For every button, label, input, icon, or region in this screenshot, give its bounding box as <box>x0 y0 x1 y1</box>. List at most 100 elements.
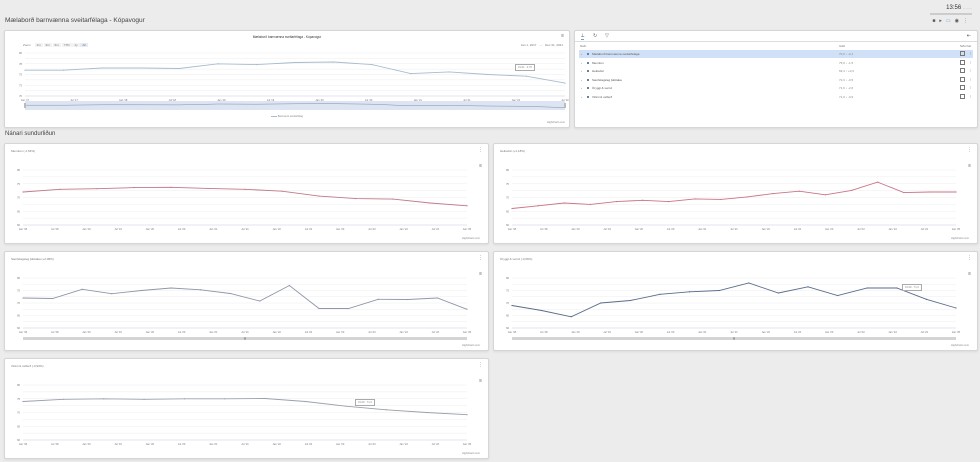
list-row-label: Menntun <box>592 60 604 65</box>
list-row[interactable]: › Virkni & velferð 71,9 ↓ -0,9 ⋮ <box>579 93 973 101</box>
x-tick-label: Jan '23 <box>825 227 834 231</box>
main-chart-panel: Mælaborð barnvænna sveitarfélaga - Kópav… <box>4 30 570 128</box>
x-tick-label: Jul '19 <box>267 98 275 102</box>
data-point <box>111 293 113 295</box>
y-tick-label: 70 <box>19 94 22 98</box>
expand-chevron-icon[interactable]: › <box>581 86 582 90</box>
download-icon[interactable] <box>960 68 965 73</box>
chart-tab-icon[interactable]: ⟂ <box>581 33 585 40</box>
list-col-name[interactable]: Nafn <box>580 44 587 48</box>
x-tick-label: Jul '18 <box>540 227 548 231</box>
data-point <box>143 398 145 400</box>
data-point <box>22 400 24 403</box>
row-more-icon[interactable]: ⋮ <box>969 68 972 72</box>
chart-menntun-more-icon[interactable]: ⋮ <box>478 147 483 153</box>
list-row[interactable]: › Öryggi & vernd 71,6 ↓ -2,6 ⋮ <box>579 84 973 92</box>
y-tick-label: 60 <box>17 223 20 227</box>
chart-virkni-panel: Virkni & velferð (-0,93%) ⋮ ≡ 60 65 70 75 80… <box>4 358 489 459</box>
chart-heilsufar-menu-icon[interactable]: ≡ <box>968 163 971 169</box>
chart-menntun-credits[interactable]: Highcharts.com <box>461 237 480 240</box>
chart-samf-more-icon[interactable]: ⋮ <box>478 255 483 261</box>
main-chart-svg: 70 73 75 78 80 Jan '17 Jul '17 Jan '18 Jul '18 Ja… <box>19 51 569 110</box>
list-row[interactable]: › Menntun 75,9 ↓ -1,5 ⋮ <box>579 59 973 67</box>
range-btn-ytd[interactable]: YTD <box>61 43 72 47</box>
expand-chevron-icon[interactable]: › <box>581 77 582 82</box>
print-icon[interactable]: ■ <box>932 18 940 24</box>
chart-menntun-menu-icon[interactable]: ≡ <box>479 163 482 169</box>
x-tick-label: Jul '23 <box>368 227 376 231</box>
range-btn-all[interactable]: All <box>80 43 88 47</box>
settings-icon[interactable]: ◉ <box>954 18 963 24</box>
chart-samf-menu-icon[interactable]: ≡ <box>479 271 482 277</box>
chart-samf-credits[interactable]: Highcharts.com <box>461 344 480 347</box>
download-icon[interactable] <box>960 76 965 82</box>
x-tick-label: Jul '22 <box>794 227 802 231</box>
range-btn-1m[interactable]: 1m <box>34 43 43 47</box>
row-more-icon[interactable]: ⋮ <box>969 59 972 64</box>
x-tick-label: Jan '22 <box>273 227 282 231</box>
series-line <box>511 181 956 209</box>
data-point <box>466 205 468 207</box>
list-row[interactable]: › Samfélagsleg þátttaka 72,3 ↓ -0,5 ⋮ <box>579 76 973 84</box>
data-point <box>281 190 283 192</box>
download-icon[interactable] <box>960 93 965 99</box>
list-row[interactable]: › Mælaborð barnvænna sveitarfélaga 70,0 ↓ … <box>579 50 973 58</box>
share-icon[interactable]: ▸ <box>939 18 946 24</box>
y-tick-label: 60 <box>506 326 509 330</box>
filter-tab-icon[interactable]: ▽ <box>605 33 609 39</box>
list-row[interactable]: › Heilsufar 69,4 ↑ +0,3 ⋮ <box>579 67 973 75</box>
row-more-icon[interactable]: ⋮ <box>969 85 972 89</box>
chart-heilsufar-credits[interactable]: Highcharts.com <box>950 237 969 240</box>
main-credits[interactable]: Highcharts.com <box>546 121 565 124</box>
chart-heilsufar-title: Heilsufar (+1,18%) <box>500 149 525 153</box>
data-point <box>866 287 868 289</box>
chart-heilsufar-more-icon[interactable]: ⋮ <box>967 147 972 153</box>
row-more-icon[interactable]: ⋮ <box>969 93 972 98</box>
refresh-tab-icon[interactable]: ↻ <box>593 33 598 39</box>
expand-chevron-icon[interactable]: › <box>581 69 582 73</box>
data-point <box>850 189 853 191</box>
navigator-handle-right <box>564 103 566 108</box>
x-tick-label: Jul '20 <box>178 442 186 446</box>
y-tick-label: 70 <box>17 196 20 200</box>
row-more-icon[interactable]: ⋮ <box>969 76 972 81</box>
x-tick-label: Jan '25 <box>463 227 472 231</box>
chart-virkni-more-icon[interactable]: ⋮ <box>478 362 483 368</box>
chart-virkni-credits[interactable]: Highcharts.com <box>461 452 480 455</box>
expand-chevron-icon[interactable]: › <box>581 60 582 65</box>
range-from-input[interactable]: Jan 1, 2017 <box>520 43 537 47</box>
download-icon[interactable] <box>960 51 965 56</box>
y-tick-label: 70 <box>17 301 20 305</box>
collapse-icon[interactable]: ⇤ <box>966 33 971 39</box>
main-legend[interactable]: Barnvænt sveitarfélag <box>5 115 569 118</box>
fullscreen-icon[interactable]: ▭ <box>945 18 955 24</box>
chart-virkni-menu-icon[interactable]: ≡ <box>479 378 482 384</box>
range-btn-6m[interactable]: 6m <box>52 43 61 47</box>
series-color-icon <box>587 70 589 72</box>
range-btn-1y[interactable]: 1y <box>72 43 80 47</box>
chart-oryggi-menu-icon[interactable]: ≡ <box>968 271 971 277</box>
download-icon[interactable] <box>960 85 965 90</box>
chart-virkni-svg: 60 65 70 75 80 Jan '18 Jul '18 Jan '19 Jul '19 Ja… <box>17 383 472 446</box>
chart-oryggi-more-icon[interactable]: ⋮ <box>967 255 972 261</box>
data-point <box>255 64 258 66</box>
x-tick-label: Jan '22 <box>273 330 282 334</box>
chart-menu-icon[interactable]: ≡ <box>561 33 564 39</box>
range-to-input[interactable]: Dec 31, 2021 <box>545 43 563 47</box>
x-tick-label: Jul '24 <box>432 330 440 334</box>
range-btn-3m[interactable]: 3m <box>43 43 52 47</box>
x-tick-label: Jan '19 <box>82 330 91 334</box>
list-col-export[interactable]: Niðurhal <box>959 44 971 48</box>
list-col-value[interactable]: Gildi <box>839 44 846 48</box>
data-point <box>207 187 209 190</box>
chart-samf-panel: Samfélagsleg þátttaka (+2,08%) ⋮ ≡ 60 65 7… <box>4 251 489 351</box>
data-point <box>668 201 670 203</box>
row-more-icon[interactable]: ⋮ <box>969 51 972 55</box>
expand-chevron-icon[interactable]: › <box>581 52 582 56</box>
chart-oryggi-credits[interactable]: Highcharts.com <box>950 344 969 347</box>
expand-chevron-icon[interactable]: › <box>581 94 582 99</box>
download-icon[interactable] <box>960 59 965 65</box>
data-point <box>600 302 602 304</box>
x-tick-label: Jul '21 <box>463 98 471 102</box>
more-icon[interactable]: ⋮ <box>963 18 972 24</box>
